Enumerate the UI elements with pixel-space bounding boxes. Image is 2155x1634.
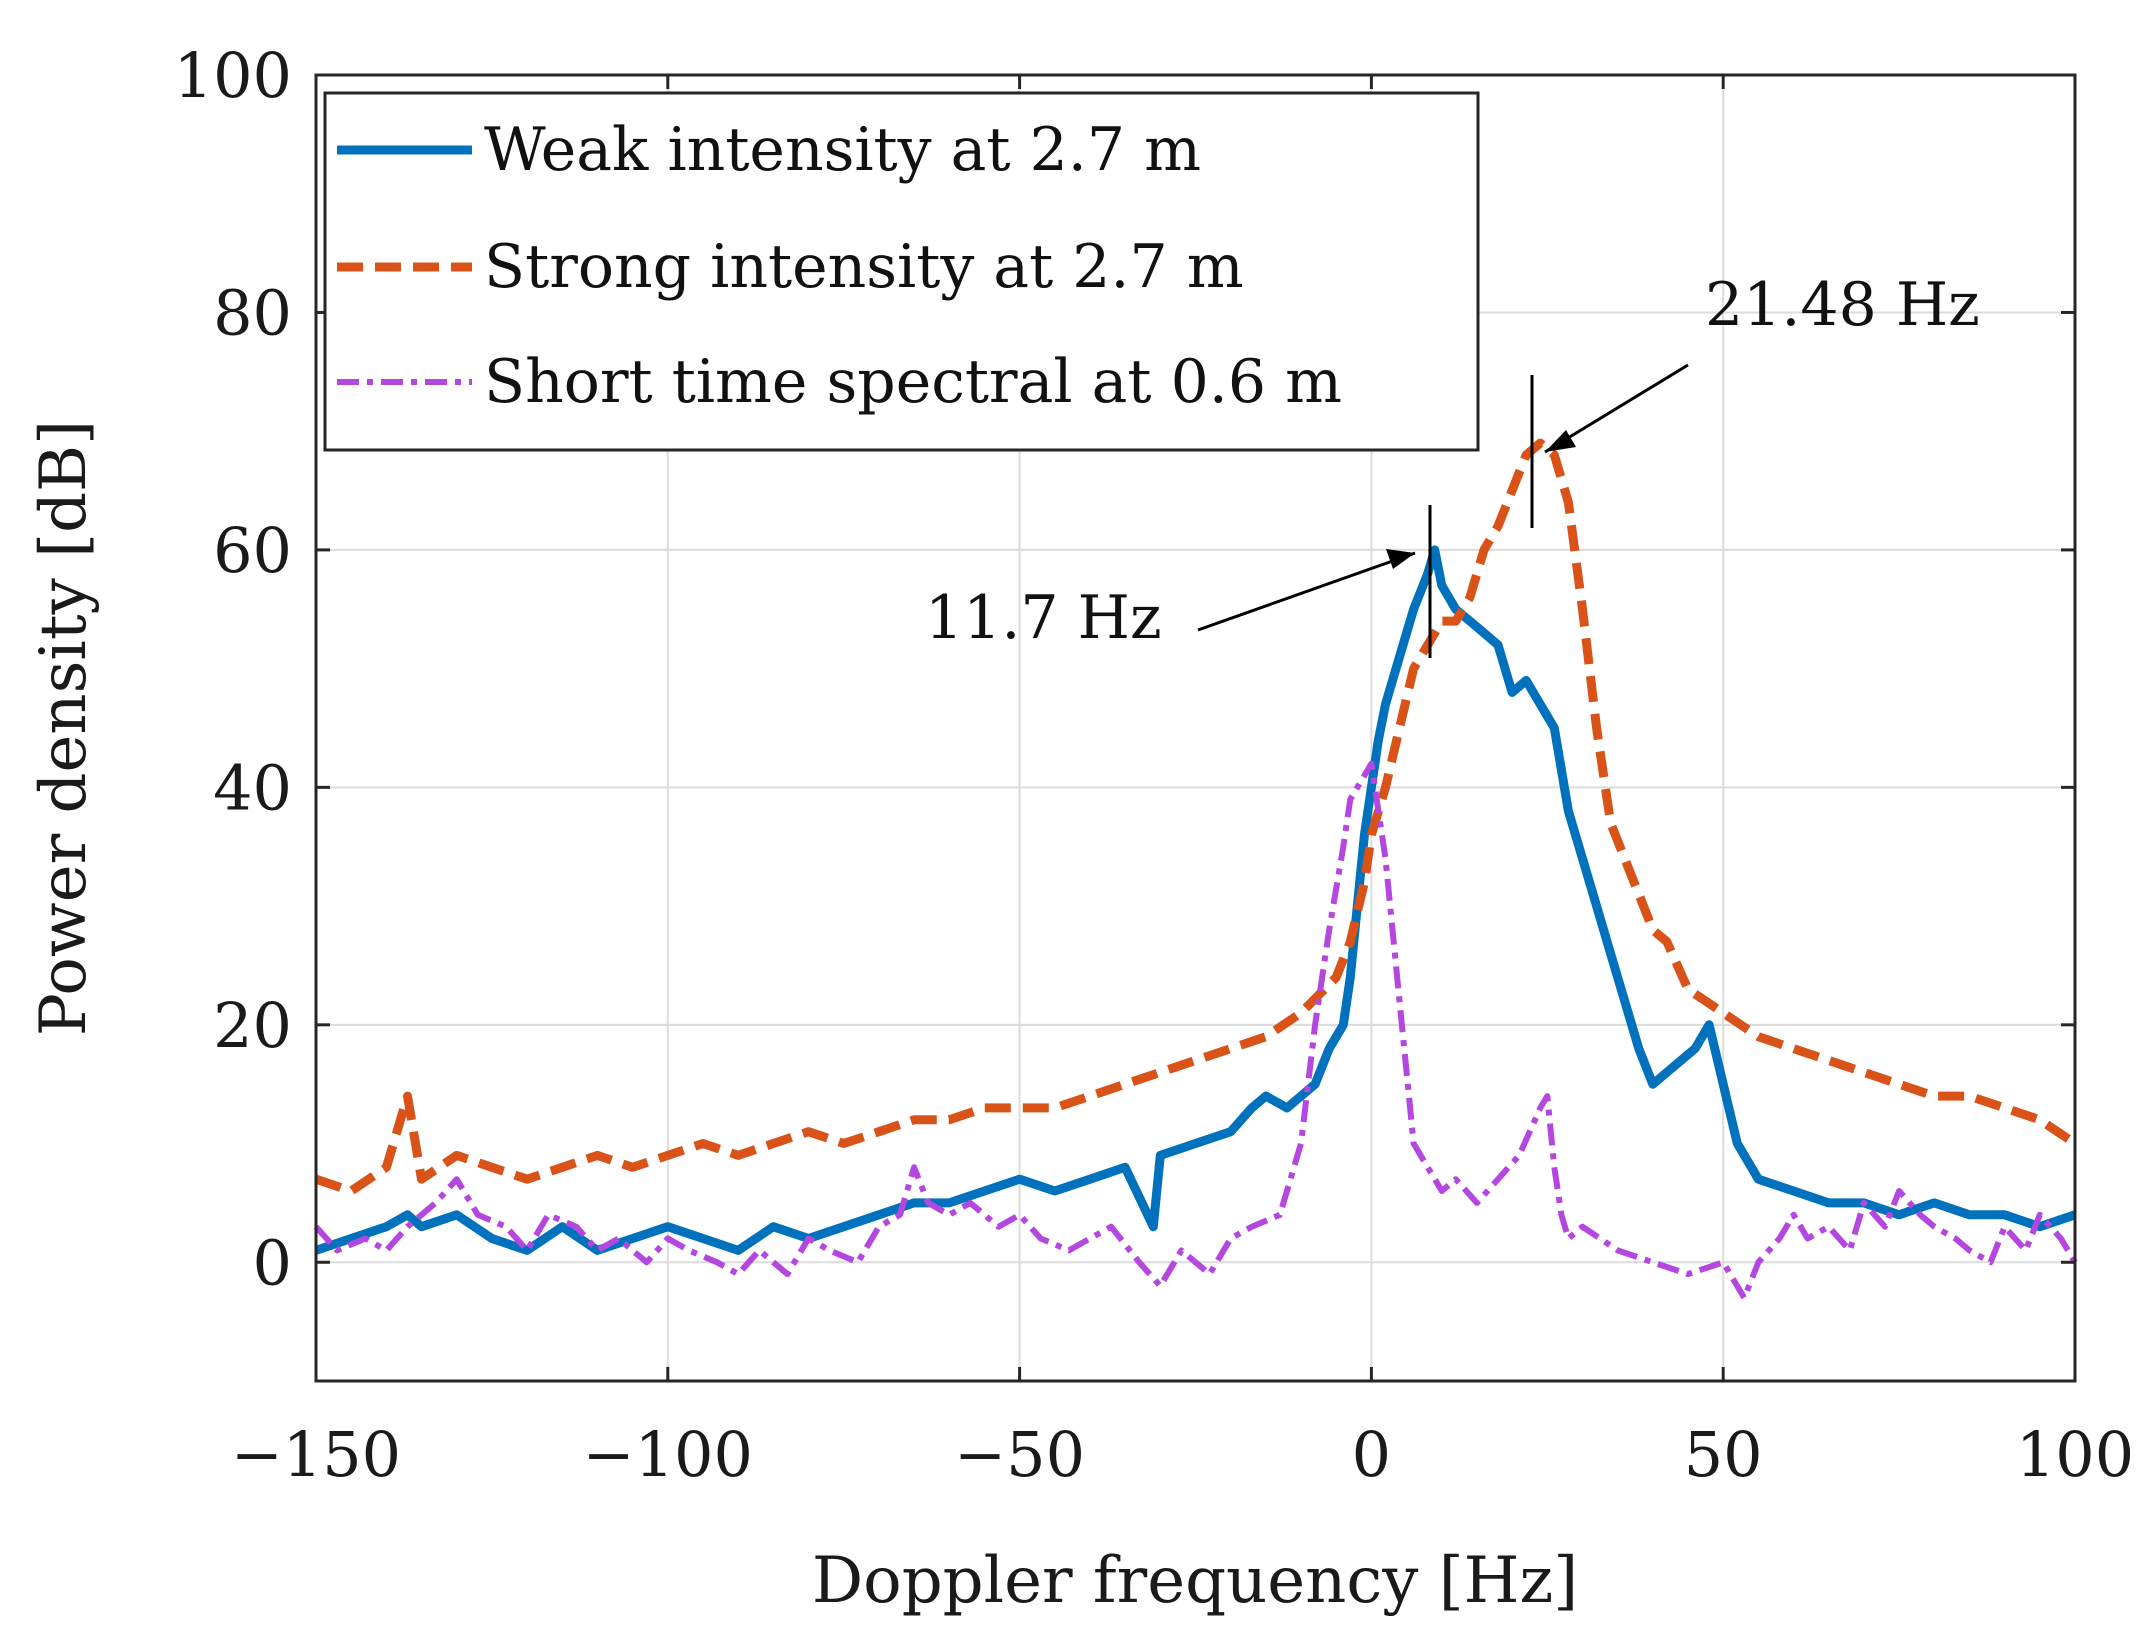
series-line-strong-intensity (314, 438, 2078, 1196)
legend-label-strong-intensity: Strong intensity at 2.7 m (484, 232, 1244, 302)
y-tick-label: 20 (213, 989, 292, 1062)
series-line-short-time-spectral (313, 760, 2078, 1301)
plot-area-frame (314, 73, 2077, 1383)
x-tick-label: −50 (954, 1418, 1085, 1491)
y-axis-label: Power density [dB] (27, 420, 101, 1036)
legend-label-weak-intensity: Weak intensity at 2.7 m (484, 115, 1201, 185)
annotation-label-21-48: 21.48 Hz (1705, 270, 1980, 340)
x-axis-label: Doppler frequency [Hz] (812, 1544, 1578, 1618)
x-tick-label: 50 (1684, 1418, 1763, 1491)
legend-box (323, 91, 1480, 452)
series-line-weak-intensity (314, 545, 2077, 1255)
arrowhead-11-7-icon (1386, 549, 1415, 569)
annotation-label-11-7: 11.7 Hz (925, 583, 1162, 653)
arrowhead-21-48-icon (1545, 430, 1576, 452)
x-tick-label: 0 (1352, 1418, 1391, 1491)
x-tick-label: −150 (231, 1418, 401, 1491)
x-tick-label: −100 (583, 1418, 753, 1491)
annotation-arrow-11-7 (1197, 551, 1416, 632)
annotation-layer: 21.48 Hz 11.7 Hz (925, 270, 1980, 658)
tick-layer: −150 −100 −50 0 50 100 0 20 40 60 80 100 (174, 39, 2135, 1491)
y-tick-label: 60 (213, 514, 292, 587)
y-tick-label: 0 (253, 1226, 292, 1299)
legend: Weak intensity at 2.7 m Strong intensity… (323, 91, 1480, 452)
axes-layer (314, 73, 2077, 1383)
legend-label-short-time-spectral: Short time spectral at 0.6 m (484, 347, 1342, 417)
series-layer (313, 438, 2078, 1301)
y-tick-label: 100 (174, 39, 292, 112)
y-tick-label: 40 (213, 751, 292, 824)
x-tick-label: 100 (2016, 1418, 2134, 1491)
y-tick-label: 80 (213, 276, 292, 349)
